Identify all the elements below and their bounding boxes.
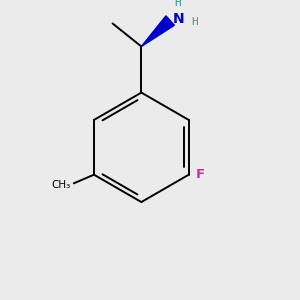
Text: H: H — [191, 17, 198, 27]
Text: CH₃: CH₃ — [52, 180, 71, 190]
Text: N: N — [173, 12, 184, 26]
Text: H: H — [174, 0, 181, 8]
Text: F: F — [196, 168, 205, 181]
Polygon shape — [141, 16, 174, 46]
